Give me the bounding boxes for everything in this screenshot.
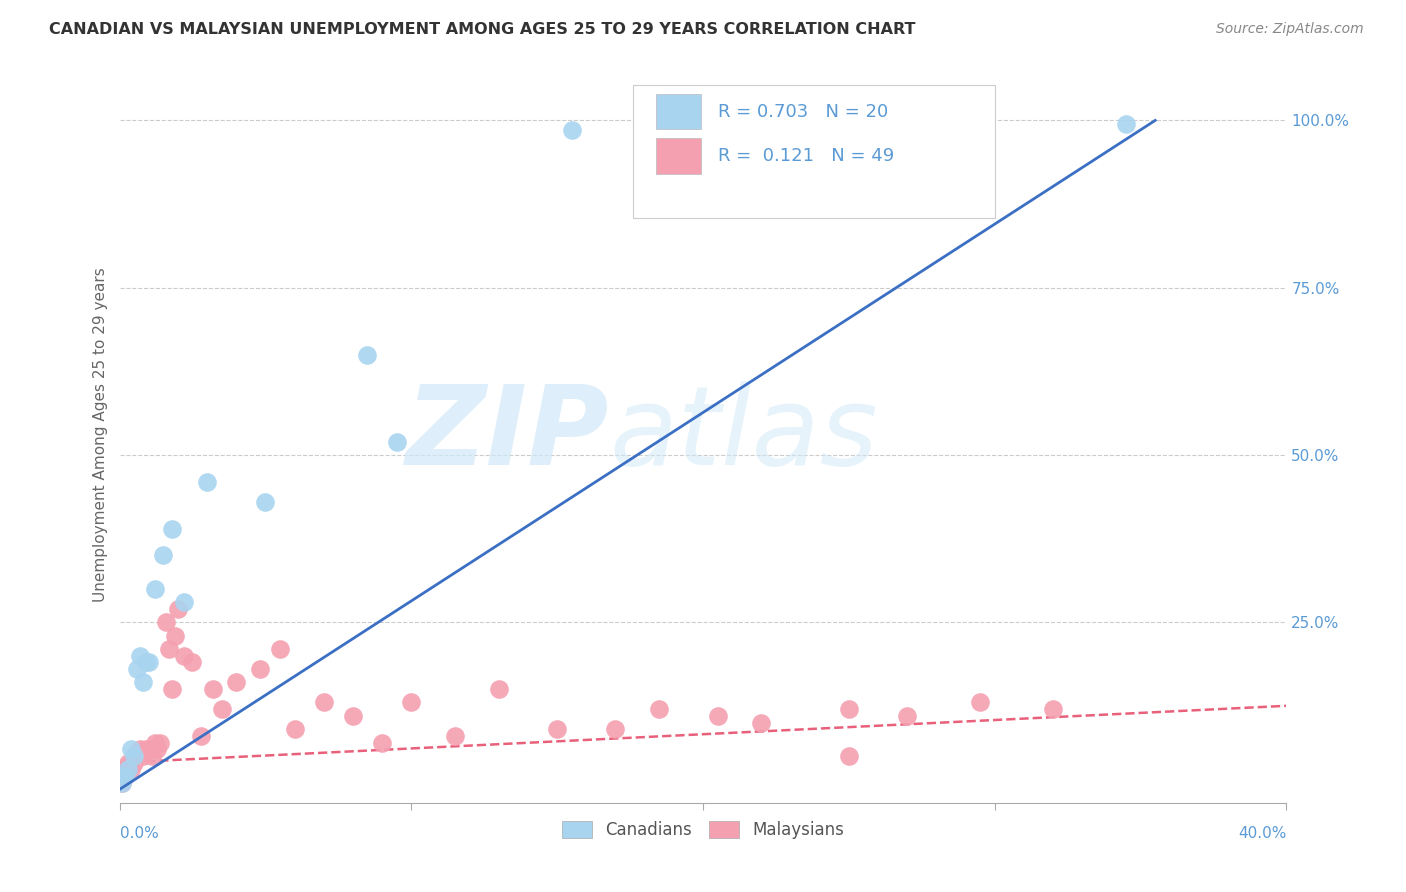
Text: R = 0.703   N = 20: R = 0.703 N = 20 bbox=[718, 103, 889, 120]
FancyBboxPatch shape bbox=[657, 95, 700, 129]
Point bbox=[160, 521, 183, 535]
Point bbox=[444, 729, 467, 743]
Point bbox=[125, 749, 148, 764]
Point bbox=[225, 675, 247, 690]
Point bbox=[120, 742, 142, 756]
Text: ZIP: ZIP bbox=[406, 382, 610, 488]
Point bbox=[155, 615, 177, 630]
Point bbox=[152, 548, 174, 563]
Point bbox=[385, 434, 408, 449]
Point bbox=[896, 708, 918, 723]
Point bbox=[122, 749, 145, 764]
Point bbox=[173, 595, 195, 609]
Point bbox=[488, 681, 510, 696]
Point bbox=[283, 723, 307, 737]
Point bbox=[132, 749, 155, 764]
Point bbox=[117, 762, 139, 776]
Point bbox=[120, 762, 142, 776]
Text: Source: ZipAtlas.com: Source: ZipAtlas.com bbox=[1216, 22, 1364, 37]
Point bbox=[751, 715, 773, 730]
Point bbox=[120, 756, 142, 770]
Point bbox=[138, 655, 160, 669]
Point bbox=[111, 776, 134, 790]
Text: CANADIAN VS MALAYSIAN UNEMPLOYMENT AMONG AGES 25 TO 29 YEARS CORRELATION CHART: CANADIAN VS MALAYSIAN UNEMPLOYMENT AMONG… bbox=[49, 22, 915, 37]
Point bbox=[135, 742, 157, 756]
Point bbox=[312, 696, 335, 710]
Point bbox=[254, 494, 277, 508]
Point bbox=[401, 696, 423, 710]
Point bbox=[269, 642, 291, 657]
Point bbox=[114, 762, 136, 776]
Text: atlas: atlas bbox=[610, 382, 879, 488]
Point bbox=[141, 749, 163, 764]
Point bbox=[371, 735, 394, 749]
Point bbox=[838, 702, 860, 716]
Point bbox=[561, 123, 583, 137]
Point bbox=[135, 655, 157, 669]
Point bbox=[157, 642, 180, 657]
Point bbox=[129, 648, 152, 663]
Point bbox=[114, 769, 136, 783]
Text: 40.0%: 40.0% bbox=[1239, 826, 1286, 841]
Point bbox=[342, 708, 364, 723]
FancyBboxPatch shape bbox=[633, 86, 995, 218]
Legend: Canadians, Malaysians: Canadians, Malaysians bbox=[555, 814, 851, 846]
Point bbox=[173, 648, 195, 663]
Text: R =  0.121   N = 49: R = 0.121 N = 49 bbox=[718, 147, 894, 165]
Point bbox=[838, 749, 860, 764]
Point bbox=[181, 655, 204, 669]
Point bbox=[146, 742, 169, 756]
Point bbox=[163, 628, 186, 642]
Point bbox=[129, 742, 152, 756]
Point bbox=[138, 742, 160, 756]
Point bbox=[211, 702, 233, 716]
Point bbox=[706, 708, 728, 723]
Point bbox=[605, 723, 627, 737]
Point bbox=[117, 756, 139, 770]
Point bbox=[190, 729, 212, 743]
Point bbox=[356, 347, 378, 362]
FancyBboxPatch shape bbox=[657, 138, 700, 174]
Point bbox=[111, 769, 134, 783]
Point bbox=[195, 475, 218, 489]
Point bbox=[166, 601, 188, 615]
Point bbox=[969, 696, 991, 710]
Point bbox=[648, 702, 671, 716]
Point bbox=[1115, 117, 1137, 131]
Point bbox=[249, 662, 271, 676]
Point bbox=[122, 756, 145, 770]
Point bbox=[546, 723, 568, 737]
Point bbox=[201, 681, 224, 696]
Point bbox=[114, 769, 136, 783]
Point bbox=[117, 762, 139, 776]
Point bbox=[122, 749, 145, 764]
Point bbox=[160, 681, 183, 696]
Point bbox=[143, 735, 166, 749]
Point bbox=[111, 776, 134, 790]
Text: 0.0%: 0.0% bbox=[120, 826, 159, 841]
Point bbox=[125, 662, 148, 676]
Point bbox=[149, 735, 172, 749]
Point bbox=[1042, 702, 1064, 716]
Y-axis label: Unemployment Among Ages 25 to 29 years: Unemployment Among Ages 25 to 29 years bbox=[93, 268, 108, 602]
Point bbox=[143, 582, 166, 596]
Point bbox=[132, 675, 155, 690]
